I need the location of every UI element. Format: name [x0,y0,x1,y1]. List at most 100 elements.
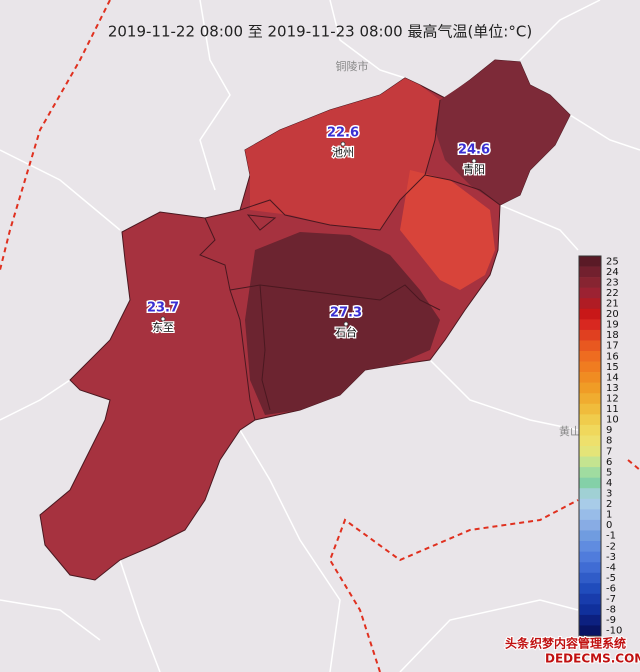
legend-swatch [579,488,601,500]
legend-label: 6 [606,457,612,468]
legend-swatch [579,625,601,637]
station-value: 22.6 [327,126,359,141]
zone-south [245,232,440,415]
legend-frame [578,255,602,637]
legend-swatch [579,614,601,626]
station-value: 27.3 [330,306,362,321]
legend-swatch [579,519,601,531]
legend-label: 17 [606,341,619,352]
legend-label: -6 [606,584,616,595]
legend-swatch [579,446,601,457]
legend-label: 22 [606,288,619,299]
legend-swatch [579,414,601,426]
legend-swatch [579,319,601,331]
legend-label: 13 [606,383,619,394]
legend-label: -4 [606,562,616,573]
legend-label: 18 [606,330,619,341]
legend-swatch [579,351,601,362]
legend-swatch [579,308,601,320]
legend-swatch [579,604,601,616]
legend-swatch [579,393,601,405]
legend-swatch [579,340,601,352]
legend-swatch [579,298,601,310]
station-value: 24.6 [458,143,490,158]
legend-swatch [579,541,601,552]
legend-label: 23 [606,277,619,288]
zone-orange [400,170,495,290]
legend-swatch [579,435,601,447]
legend-swatch [579,583,601,595]
watermark: 头条 [505,636,530,651]
legend-label: -9 [606,615,616,626]
legend-swatch [579,456,601,468]
station-name: 池州 [332,146,354,159]
legend-swatch [579,329,601,341]
legend-label: 8 [606,436,612,447]
legend-label: 5 [606,467,612,478]
legend-swatch [579,256,601,267]
legend-swatch [579,277,601,288]
legend-label: 14 [606,372,619,383]
station-dot [343,321,349,327]
legend-swatch [579,372,601,383]
county-lines [199,99,501,421]
legend-label: 0 [606,520,612,531]
legend-label: 1 [606,510,612,521]
legend-label: -5 [606,573,616,584]
legend-swatch [579,361,601,373]
station-name: 青阳 [463,163,485,176]
legend-swatch [579,530,601,542]
legend-label: -2 [606,541,616,552]
legend-label: 9 [606,425,612,436]
station-name: 东至 [152,321,174,334]
legend-label: 3 [606,489,612,500]
region-map [39,59,571,581]
legend-label: 7 [606,446,612,457]
legend-label: 16 [606,351,619,362]
stations: 22.6 池州 24.6 青阳 23.7 东至 27.3 石台 [145,124,491,340]
map-title: 2019-11-22 08:00 至 2019-11-23 08:00 最高气温… [108,23,532,41]
legend-swatch [579,498,601,510]
legend-label: -1 [606,531,616,542]
legend-label: 15 [606,362,619,373]
zone-east [435,60,570,205]
legend-label: -7 [606,594,616,605]
legend-label: 11 [606,404,619,415]
legend-label: -3 [606,552,616,563]
legend-swatch [579,467,601,478]
station-name: 石台 [335,325,357,339]
station-dot [160,316,166,322]
legend-swatch [579,403,601,415]
legend-label: 25 [606,256,619,267]
legend-label: 2 [606,499,612,510]
legend-label: 12 [606,394,619,405]
station-value: 23.7 [147,301,179,316]
watermark: 织梦内容管理系统 [530,636,626,651]
legend-swatch [579,593,601,605]
legend-label: 10 [606,415,619,426]
legend-label: 20 [606,309,619,320]
legend-label: 4 [606,478,612,489]
legend-swatch [579,266,601,278]
legend-swatch [579,382,601,394]
legend-swatch [579,572,601,584]
place-label: 黄山 [559,424,581,438]
station-dot [471,158,477,164]
legend-label: 19 [606,320,619,331]
legend-swatch [579,551,601,563]
legend-label: -10 [606,626,622,637]
legend: 2524232221201918171615141312111098765432… [578,255,622,637]
legend-swatch [579,424,601,436]
legend-swatch [579,287,601,299]
legend-label: -8 [606,605,616,616]
legend-label: 21 [606,299,619,310]
station-dot [340,141,346,147]
place-label: 铜陵市 [336,59,369,73]
watermark: DEDECMS.COM [545,652,640,666]
legend-swatch [579,509,601,521]
zone-north [245,78,440,230]
legend-label: 24 [606,267,619,278]
legend-swatch [579,477,601,489]
